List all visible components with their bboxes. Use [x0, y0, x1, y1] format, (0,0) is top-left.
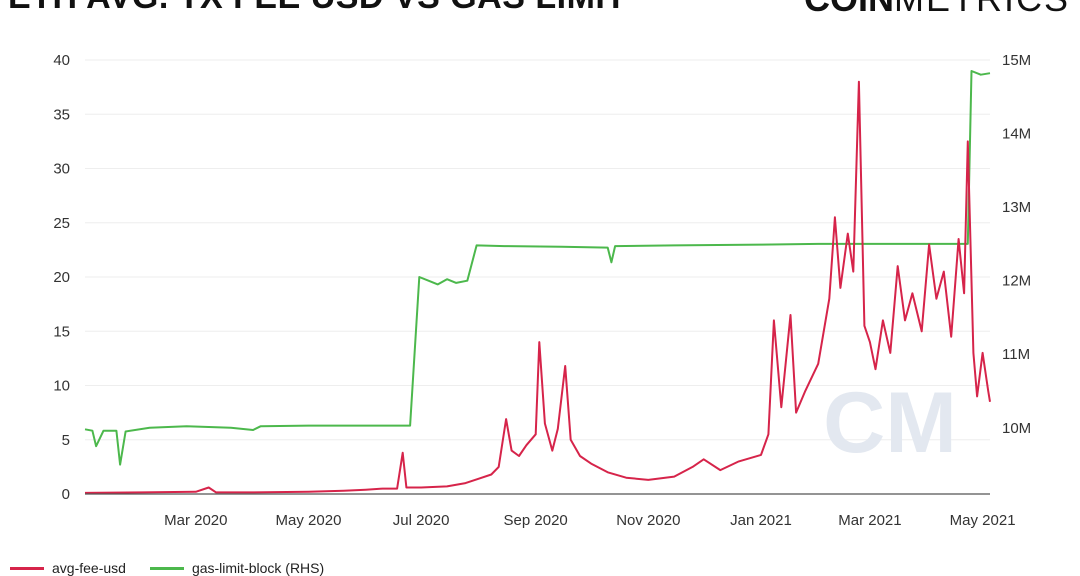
legend: avg-fee-usd gas-limit-block (RHS) — [10, 560, 324, 576]
legend-label-fee: avg-fee-usd — [52, 560, 126, 576]
y-right-tick-label: 10M — [1002, 420, 1031, 437]
x-tick-label: Jan 2021 — [730, 512, 792, 529]
x-tick-label: Nov 2020 — [616, 512, 680, 529]
y-left-tick-label: 10 — [53, 378, 70, 395]
x-tick-label: Mar 2020 — [164, 512, 227, 529]
series-layer — [84, 70, 991, 494]
y-left-tick-label: 35 — [53, 106, 70, 123]
series-line-gas-limit — [84, 70, 991, 466]
y-left-tick-label: 25 — [53, 215, 70, 232]
x-tick-label: Jul 2020 — [393, 512, 450, 529]
coinmetrics-logo: COINMETRICS — [804, 0, 1070, 20]
y-left-tick-label: 5 — [62, 432, 70, 449]
legend-item-gas: gas-limit-block (RHS) — [149, 560, 325, 576]
legend-label-gas: gas-limit-block (RHS) — [191, 560, 325, 576]
legend-swatch-fee — [10, 566, 44, 570]
legend-swatch-gas — [149, 566, 184, 570]
gridlines — [85, 59, 990, 441]
y-right-tick-label: 12M — [1002, 273, 1031, 290]
watermark-text: CM — [823, 375, 957, 471]
logo-light-text: METRICS — [894, 0, 1070, 19]
y-right-tick-label: 11M — [1002, 346, 1030, 363]
legend-item-fee: avg-fee-usd — [10, 560, 126, 576]
y-left-tick-label: 0 — [62, 486, 70, 503]
series-line-avg-fee-usd — [84, 80, 991, 494]
logo-bold-text: COIN — [804, 0, 894, 19]
x-tick-label: Mar 2021 — [838, 512, 901, 529]
chart-title: ETH AVG. TX FEE USD VS GAS LIMIT — [8, 0, 627, 17]
y-left-tick-label: 20 — [53, 269, 70, 286]
y-left-tick-label: 40 — [53, 52, 70, 69]
y-right-tick-label: 14M — [1002, 126, 1031, 143]
x-tick-label: May 2021 — [950, 512, 1016, 529]
tick-labels: 0 5 10 15 20 25 30 35 40 10M 11M 12M 13M 14M 15M Mar 20… — [53, 52, 1031, 529]
y-right-tick-label: 15M — [1002, 52, 1031, 69]
x-tick-label: Sep 2020 — [504, 512, 568, 529]
y-left-tick-label: 15 — [53, 323, 70, 340]
watermark: CM — [823, 375, 957, 471]
x-tick-label: May 2020 — [276, 512, 342, 529]
y-left-tick-label: 30 — [53, 161, 70, 178]
y-right-tick-label: 13M — [1002, 199, 1031, 216]
